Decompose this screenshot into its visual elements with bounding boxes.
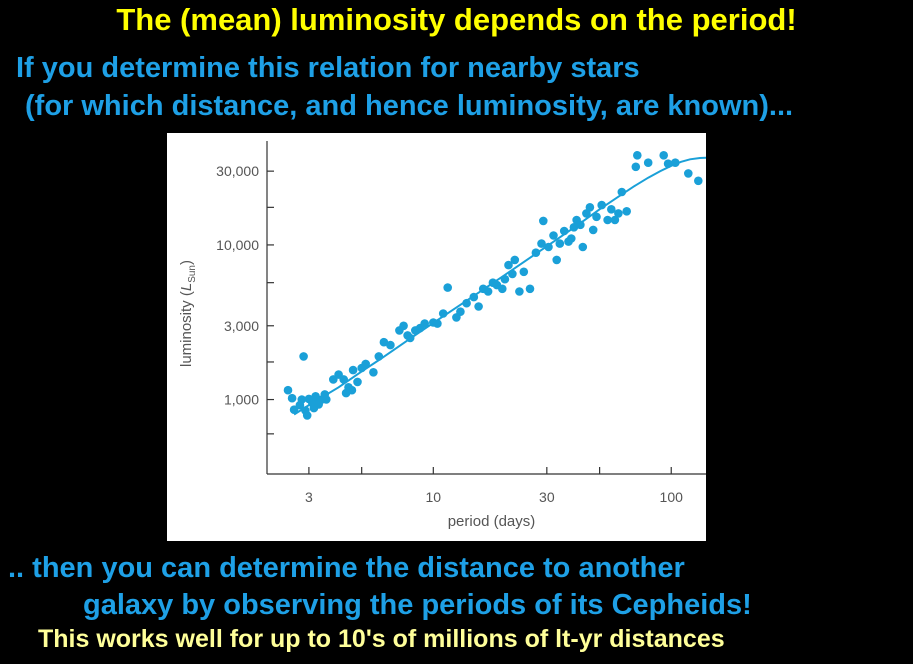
footnote: This works well for up to 10's of millio… (38, 625, 725, 653)
data-point (299, 352, 308, 361)
data-point (588, 225, 598, 235)
data-point (663, 159, 673, 168)
data-point (361, 359, 370, 369)
data-point (483, 287, 493, 296)
data-point (559, 226, 569, 236)
data-point (519, 267, 529, 277)
data-point (549, 231, 558, 240)
y-axis-title-subscript: Sun (187, 265, 198, 283)
data-point (671, 158, 680, 167)
data-point (399, 321, 408, 331)
data-point (374, 352, 384, 361)
data-point (287, 393, 297, 403)
data-point (631, 162, 641, 172)
y-tick-label: 3,000 (224, 318, 259, 334)
data-point (578, 242, 588, 252)
axes-layer (266, 141, 706, 475)
data-point (353, 377, 362, 387)
x-tick-label: 30 (539, 489, 555, 505)
y-axis-title-close: ) (178, 260, 195, 265)
data-point (283, 385, 293, 395)
data-point (379, 337, 389, 347)
data-point (474, 302, 483, 311)
data-point (544, 242, 553, 252)
data-points-layer (283, 151, 703, 420)
data-point (597, 200, 606, 210)
data-point (525, 284, 535, 294)
x-ticks: 3 10 30 100 (305, 467, 683, 505)
outro-line-1: .. then you can determine the distance t… (8, 552, 685, 584)
data-point (510, 255, 520, 265)
y-tick-label: 1,000 (224, 392, 259, 408)
data-point (603, 215, 612, 225)
data-point (289, 405, 299, 415)
intro-line-2: (for which distance, and hence luminosit… (25, 90, 794, 122)
data-point (569, 223, 579, 232)
data-point (405, 333, 415, 343)
y-tick-label: 30,000 (216, 163, 259, 179)
data-point (322, 395, 331, 404)
data-point (386, 340, 395, 350)
data-point (504, 260, 513, 270)
data-point (539, 216, 548, 226)
data-point (617, 187, 627, 197)
data-point (515, 287, 524, 296)
data-point (694, 176, 703, 186)
data-point (347, 385, 357, 395)
x-tick-label: 3 (305, 489, 313, 505)
data-point (498, 284, 507, 294)
data-point (607, 205, 616, 214)
data-point (508, 269, 517, 279)
data-point (433, 319, 442, 328)
data-point (348, 365, 358, 375)
x-tick-label: 100 (660, 489, 684, 505)
data-point (585, 203, 595, 212)
data-point (633, 151, 642, 160)
data-point (567, 234, 576, 243)
slide-title: The (mean) luminosity depends on the per… (116, 2, 797, 37)
data-point (552, 255, 561, 265)
intro-line-1: If you determine this relation for nearb… (16, 52, 640, 84)
y-ticks: 1,000 3,000 10,000 30,000 (216, 163, 274, 435)
data-point (614, 209, 623, 218)
y-axis-title-main: luminosity ( (178, 291, 195, 367)
outro-line-2: galaxy by observing the periods of its C… (83, 589, 752, 621)
data-point (462, 298, 471, 308)
data-point (500, 274, 510, 284)
data-point (555, 239, 565, 248)
x-axis-title: period (days) (448, 513, 536, 530)
data-point (443, 283, 453, 292)
y-tick-label: 10,000 (216, 237, 259, 253)
data-point (420, 319, 429, 328)
data-point (339, 375, 348, 384)
chart-svg: 3 10 30 100 1,000 3,000 10,000 30,000 period (… (178, 141, 706, 530)
data-point (456, 307, 465, 316)
y-axis-title-symbol: L (178, 283, 195, 291)
data-point (622, 207, 631, 216)
data-point (438, 309, 448, 318)
data-point (537, 239, 546, 248)
data-point (643, 158, 653, 167)
data-point (469, 292, 479, 302)
x-tick-label: 10 (426, 489, 442, 505)
y-axis-title: luminosity (LSun) (178, 260, 198, 367)
data-point (576, 220, 585, 230)
data-point (659, 151, 668, 160)
data-point (297, 395, 307, 404)
period-luminosity-chart: 3 10 30 100 1,000 3,000 10,000 30,000 period (… (167, 133, 706, 541)
data-point (531, 248, 541, 257)
data-point (684, 169, 693, 178)
data-point (369, 368, 378, 377)
data-point (302, 411, 312, 420)
data-point (592, 212, 601, 222)
data-point (610, 215, 620, 225)
